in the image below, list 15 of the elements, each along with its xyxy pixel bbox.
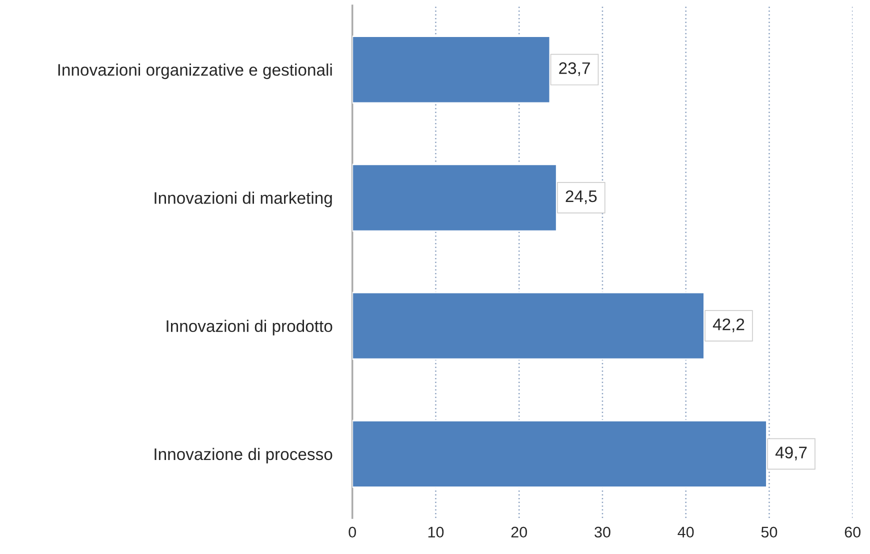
y-tick-label: Innovazione di processo <box>154 448 332 464</box>
x-tick-label: 0 <box>348 526 356 538</box>
data-label: 42,2 <box>712 318 744 332</box>
y-tick-label: Innovazioni di prodotto <box>166 320 332 336</box>
x-tick-label: 50 <box>761 526 778 538</box>
data-label: 24,5 <box>566 190 597 204</box>
y-tick-label: Innovazioni di marketing <box>154 192 332 208</box>
data-label: 49,7 <box>775 446 807 460</box>
x-tick-label: 10 <box>428 526 444 538</box>
x-tick-label: 30 <box>594 526 610 538</box>
data-label: 23,7 <box>559 62 590 76</box>
y-tick-label: Innovazioni organizzative e gestionali <box>58 64 332 80</box>
x-tick-label: 40 <box>678 526 694 538</box>
x-tick-label: 60 <box>844 526 860 538</box>
x-tick-label: 20 <box>511 526 527 538</box>
